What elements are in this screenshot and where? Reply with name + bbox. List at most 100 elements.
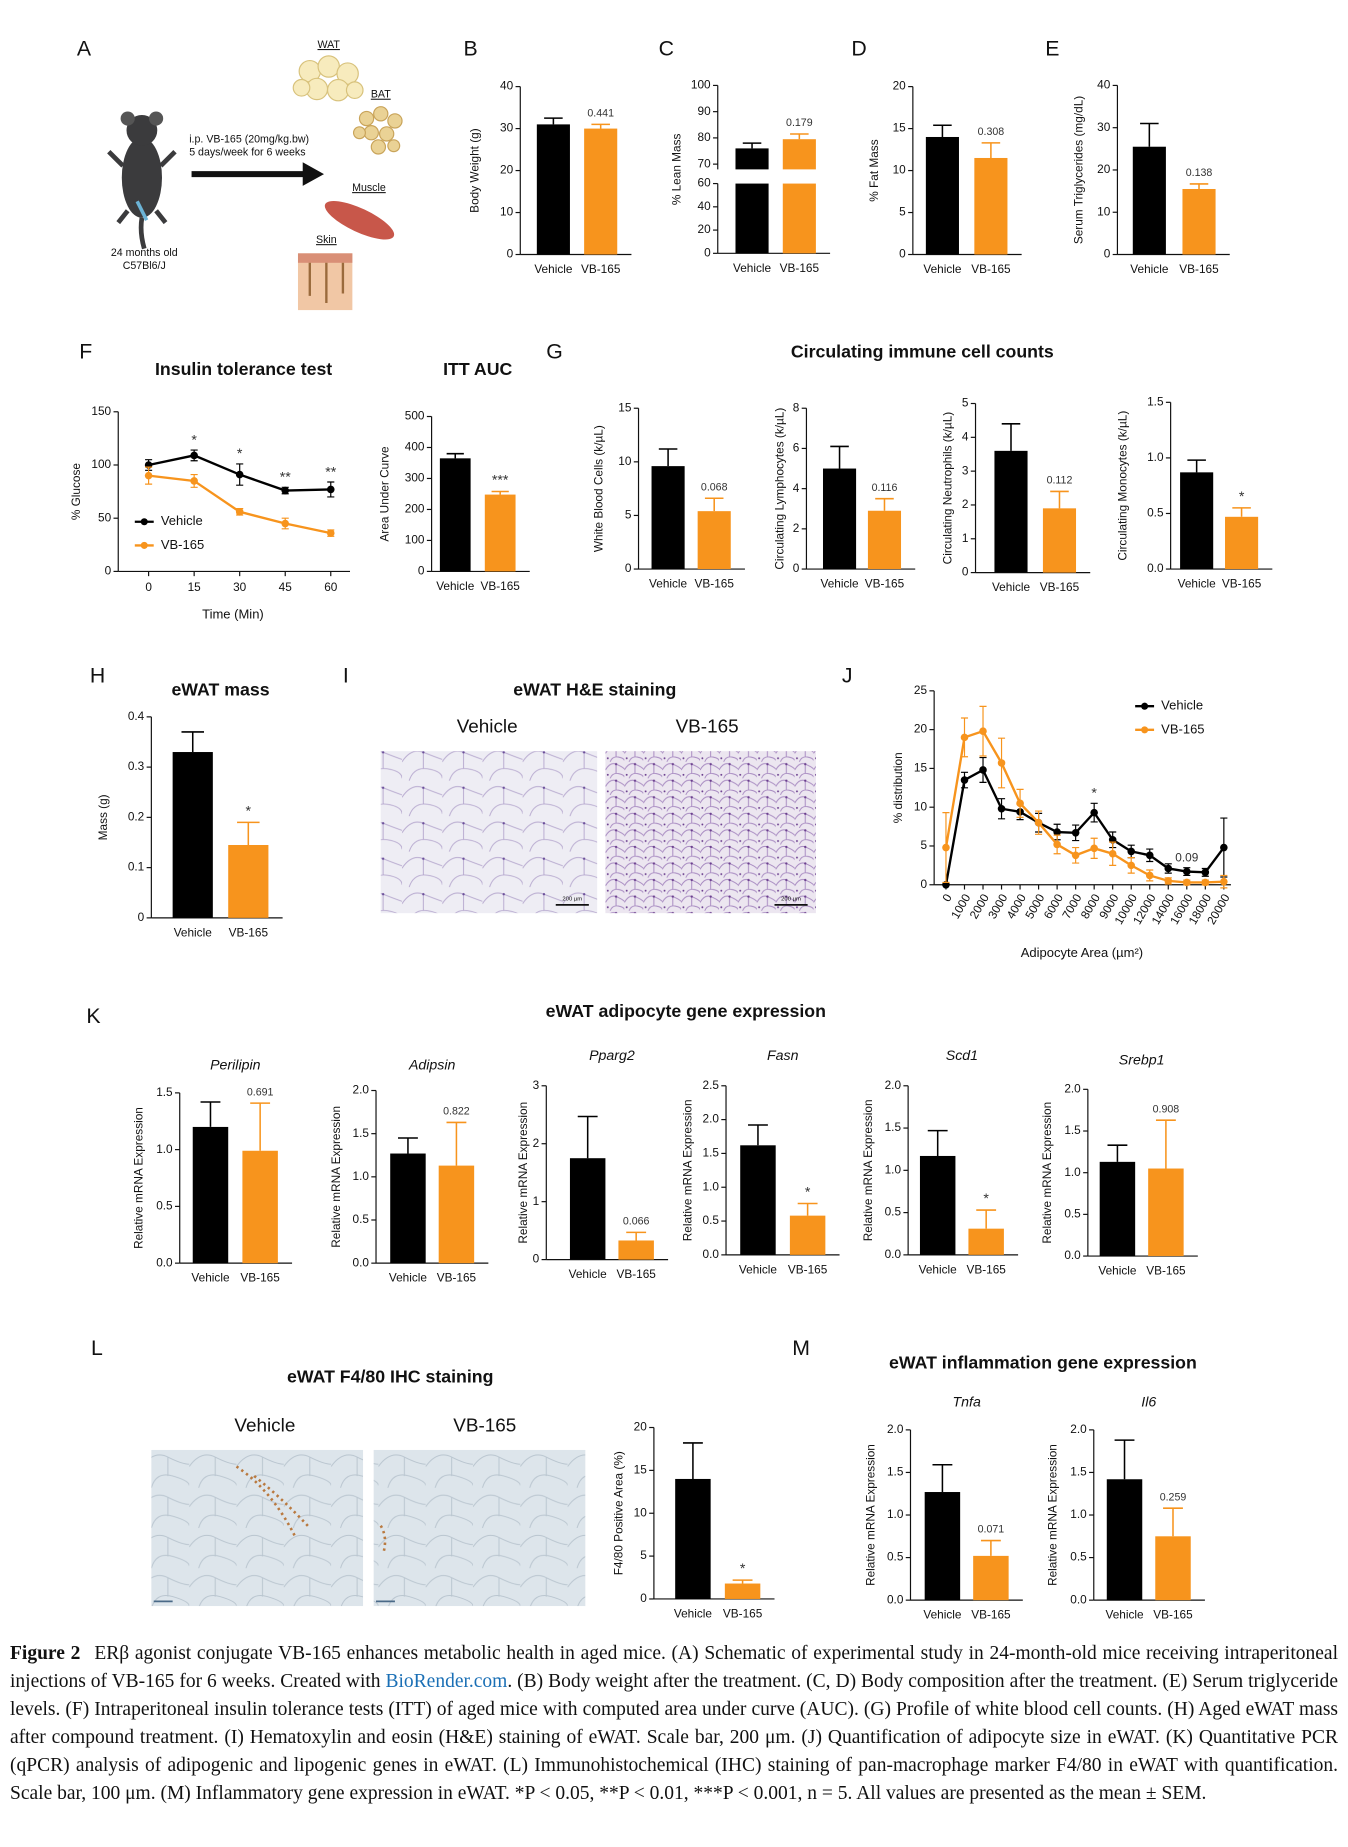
panel-label: H [90,663,105,687]
mouse-illustration [107,111,177,250]
error-bar [626,1231,647,1241]
mouse-label: 24 months old [111,247,178,259]
y-tick-label: 0.0 [885,1247,902,1261]
bar [618,1240,654,1260]
x-tick-label: Vehicle [923,262,962,276]
legend-label: VB-165 [161,537,204,552]
y-tick-label: 40 [698,199,712,213]
y-tick-label: 2 [962,497,969,511]
bar [1155,1536,1191,1601]
y-tick-label: 1.0 [353,1169,370,1183]
y-tick-label: 40 [1097,78,1111,92]
y-tick-label: 0.0 [1070,1592,1087,1606]
bar [675,1478,711,1599]
image-label: Vehicle [234,1415,295,1436]
y-axis-label: Circulating Lymphocytes (k/µL) [773,408,787,570]
series-marker [1090,844,1098,853]
x-tick-label: Vehicle [191,1271,230,1285]
series-marker [1164,877,1173,885]
y-axis-label: Relative mRNA Expression [680,1099,694,1241]
y-tick-label: 20 [1097,162,1111,176]
y-tick-label: 20 [893,79,907,93]
y-axis-label: Serum Triglycerides (mg/dL) [1072,96,1086,244]
x-tick-label: VB-165 [1146,1264,1186,1278]
bar [697,511,731,570]
error-bar [927,1129,948,1156]
bar [1180,472,1214,570]
chart-title: Pparg2 [589,1048,635,1064]
x-axis-label: Time (Min) [202,607,264,622]
figure-caption: Figure 2 ERβ agonist conjugate VB-165 enh… [10,1640,1338,1808]
y-tick-label: 15 [914,761,928,775]
x-tick-label: VB-165 [616,1267,656,1281]
y-tick-label: 0.5 [1070,1550,1087,1564]
y-tick-label: 0 [418,564,425,578]
y-tick-label: 0.5 [353,1212,370,1226]
y-tick-label: 5 [625,508,632,522]
significance-label: 0.071 [978,1524,1005,1536]
y-tick-label: 60 [698,176,712,190]
y-tick-label: 1.0 [1147,450,1164,464]
y-tick-label: 80 [698,130,712,144]
y-tick-label: 200 [405,502,425,516]
series-marker [1145,871,1154,880]
y-tick-label: 15 [893,121,907,135]
error-bar [682,1442,703,1479]
y-tick-label: 1.0 [1064,1165,1081,1179]
y-tick-label: 1.5 [1147,394,1164,408]
x-tick-label: 15 [188,580,202,594]
error-bar [1187,459,1206,473]
bar [994,450,1028,573]
section-title: eWAT F4/80 IHC staining [287,1367,493,1387]
series-marker [1183,867,1191,876]
series-marker [997,804,1006,813]
panel-label: F [79,339,92,363]
y-tick-label: 25 [914,683,928,697]
panel-label: E [1045,37,1059,61]
bar [1132,146,1166,255]
y-tick-label: 8 [793,400,800,414]
series-marker [1127,861,1136,870]
error-bar [1189,183,1209,189]
series-marker [1164,864,1173,873]
y-tick-label: 2.0 [1064,1081,1081,1095]
x-tick-label: Vehicle [739,1262,778,1276]
y-tick-label: 1.0 [703,1179,720,1193]
y-tick-label: 0 [625,561,632,575]
bar [390,1153,426,1264]
error-bar [181,731,204,753]
x-tick-label: VB-165 [480,579,520,593]
section-title: eWAT inflammation gene expression [889,1352,1197,1372]
significance-label: 0.068 [701,481,728,493]
significance-label: * [740,1561,746,1577]
x-tick-label: Vehicle [1098,1264,1137,1278]
bar [438,1165,475,1264]
significance-label: ** [325,464,337,480]
y-tick-label: 5 [640,1548,647,1562]
y-tick-label: 0 [793,561,800,575]
y-tick-label: 5 [899,205,906,219]
y-tick-label: 10 [914,799,928,813]
chart-title: ITT AUC [443,359,512,379]
y-tick-label: 0.0 [703,1247,720,1261]
series-marker [1183,878,1191,887]
panel-label: D [851,37,866,61]
significance-label: *** [492,473,509,489]
y-tick-label: 2.0 [703,1112,720,1126]
error-bar [491,490,509,495]
series-marker [1016,799,1024,808]
error-bar [933,124,952,137]
series-marker [1053,840,1061,849]
series-marker [1053,828,1061,836]
bar [789,1215,826,1255]
y-tick-label: 30 [500,121,514,135]
bar [242,1150,278,1264]
ihc-staining [235,1465,387,1555]
x-tick-label: 0 [939,891,955,904]
error-bar [980,1539,1001,1556]
caption-link[interactable]: BioRender.com [385,1671,508,1692]
x-tick-label: 45 [279,580,293,594]
bar [924,1492,961,1601]
y-tick-label: 1 [533,1194,540,1208]
